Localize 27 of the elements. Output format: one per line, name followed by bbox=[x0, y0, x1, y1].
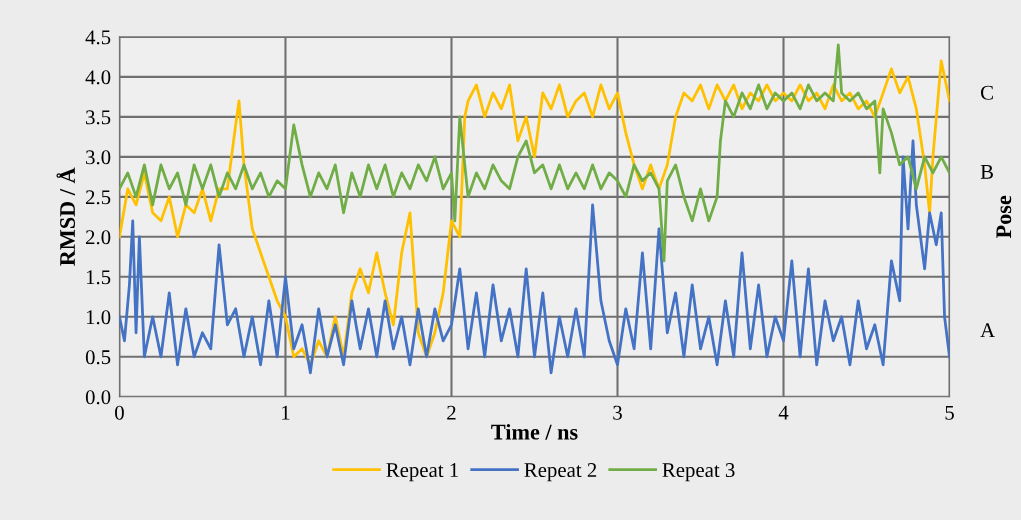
text: C bbox=[980, 85, 993, 100]
y-tick-label: 4.5 bbox=[85, 30, 111, 45]
line-series bbox=[119, 43, 950, 263]
y-tick-label: 0.5 bbox=[85, 350, 111, 365]
x-tick-label: 3 bbox=[613, 405, 622, 420]
legend-label: Repeat 2 bbox=[524, 463, 597, 482]
text: A bbox=[980, 323, 995, 337]
x-tick-label: 0 bbox=[115, 405, 124, 420]
x-tick-label: 5 bbox=[945, 405, 954, 420]
x-tick-label: 4 bbox=[778, 405, 789, 420]
y-tick-label: 2.5 bbox=[86, 190, 111, 205]
y-tick-label: 4.0 bbox=[85, 70, 111, 85]
y2-axis-title: Pose bbox=[996, 195, 1012, 239]
y-tick-label: 0.0 bbox=[85, 390, 111, 405]
legend-label: Repeat 3 bbox=[662, 463, 735, 482]
text: B bbox=[980, 165, 993, 179]
y-tick-label: 2.0 bbox=[86, 230, 111, 245]
y-tick-label: 3.0 bbox=[86, 150, 111, 165]
y-tick-label: 1.0 bbox=[86, 310, 111, 325]
x-tick-label: 2 bbox=[447, 405, 456, 420]
legend-label: Repeat 1 bbox=[386, 463, 458, 482]
x-axis-title: Time / ns bbox=[491, 423, 578, 440]
y-tick-label: 1.5 bbox=[86, 270, 111, 285]
y-axis-title: RMSD / Å bbox=[56, 167, 76, 266]
line-series bbox=[119, 139, 950, 375]
x-tick-label: 1 bbox=[282, 405, 290, 420]
y-tick-label: 3.5 bbox=[86, 110, 111, 125]
